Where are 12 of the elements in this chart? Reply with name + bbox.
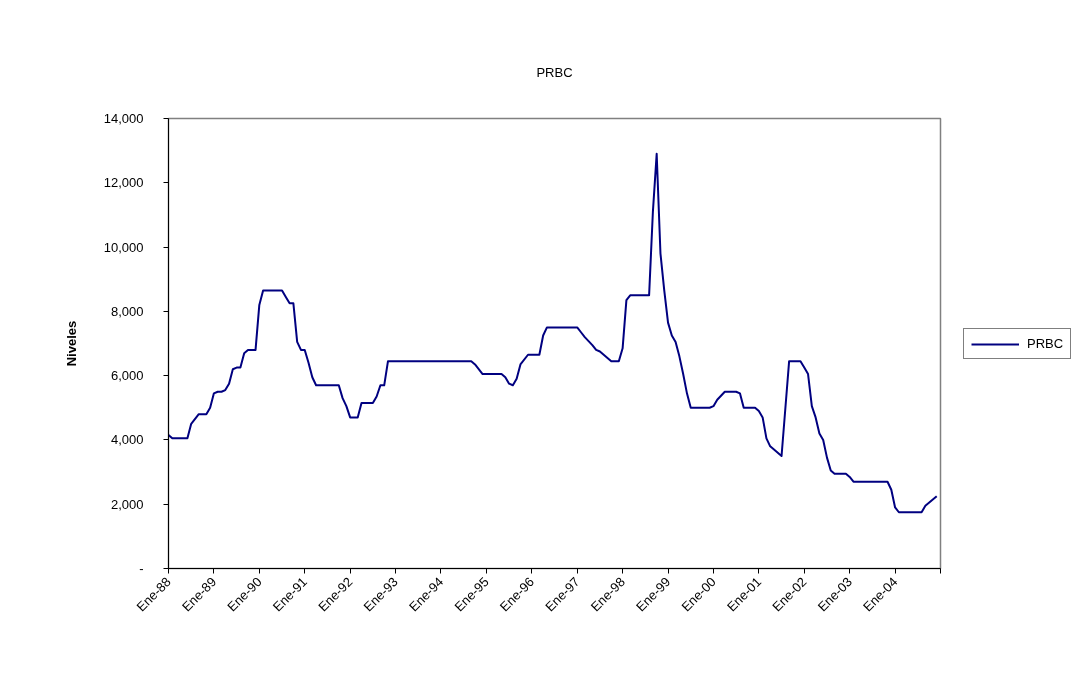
y-tick-label: 4,000 — [110, 432, 144, 448]
y-tick-label: 2,000 — [110, 496, 144, 512]
y-tick-label: 10,000 — [103, 239, 144, 255]
y-tick-label: 14,000 — [103, 111, 144, 126]
y-tick-label: 8,000 — [110, 303, 144, 319]
y-tick-label: 12,000 — [103, 175, 144, 191]
chart-title: PRBC — [536, 64, 573, 80]
line-series — [168, 152, 938, 514]
legend-label: PRBC — [1027, 336, 1064, 351]
y-axis-title: Niveles — [63, 320, 79, 367]
y-tick-label: - — [139, 561, 144, 576]
y-tick-label: 6,000 — [110, 368, 144, 384]
